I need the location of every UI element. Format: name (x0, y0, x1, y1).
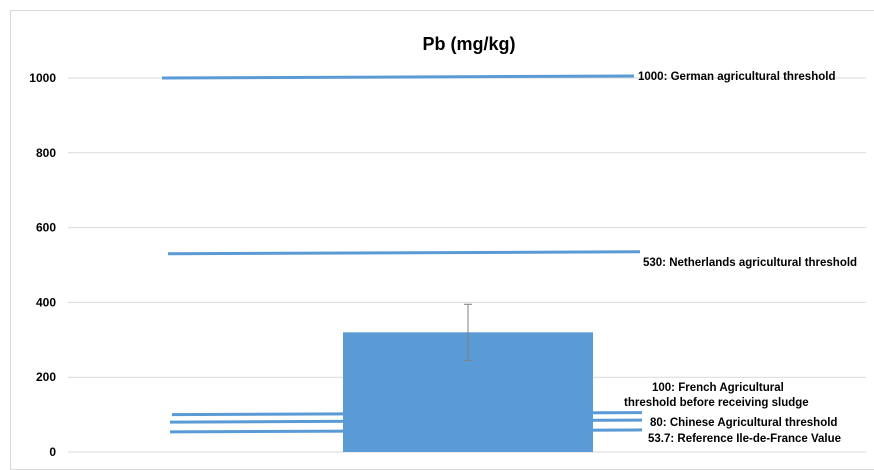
y-tick-label: 400 (36, 295, 56, 309)
y-tick-label: 0 (49, 445, 56, 459)
y-tick-label: 1000 (29, 71, 56, 85)
threshold-line-1000 (161, 74, 635, 80)
threshold-label-100: 100: French Agricultural (652, 382, 784, 394)
y-tick-label: 800 (36, 146, 56, 160)
threshold-line-530 (167, 250, 641, 256)
chart-title: Pb (mg/kg) (423, 34, 516, 54)
threshold-label-100: threshold before receiving sludge (624, 397, 809, 409)
y-tick-label: 600 (36, 221, 56, 235)
threshold-annotations: 1000: German agricultural threshold 530: … (624, 71, 857, 445)
threshold-label-530: 530: Netherlands agricultural threshold (643, 257, 857, 269)
threshold-label-53-7: 53.7: Reference Ile-de-France Value (648, 433, 841, 445)
y-axis-ticks: 0 200 400 600 800 1000 (29, 71, 56, 459)
chart-marks (161, 74, 643, 452)
threshold-label-1000: 1000: German agricultural threshold (638, 71, 835, 83)
y-tick-label: 200 (36, 370, 56, 384)
threshold-label-80: 80: Chinese Agricultural threshold (650, 417, 837, 429)
